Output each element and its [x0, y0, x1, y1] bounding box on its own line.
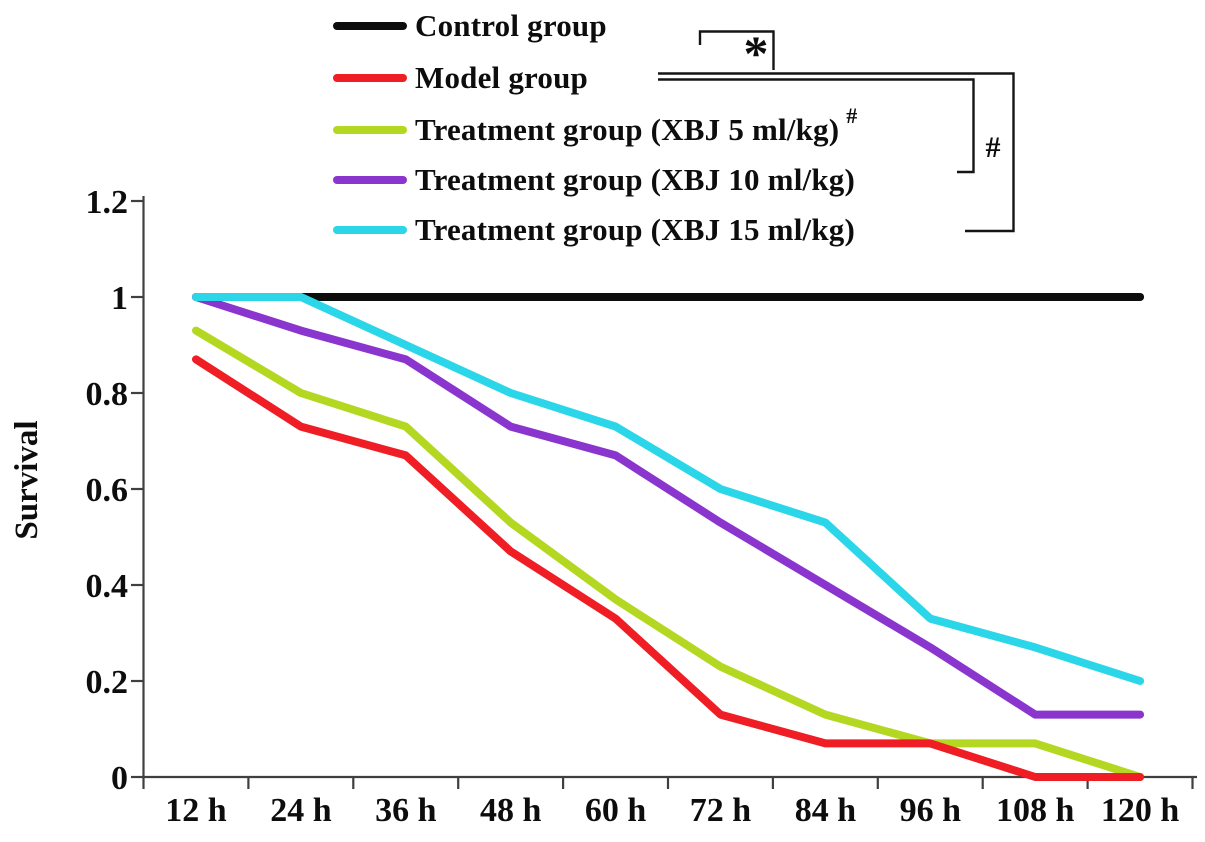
- y-tick-label: 0.6: [86, 472, 129, 509]
- series-line-model-group: [192, 355, 1145, 781]
- significance-star-label: *: [744, 25, 769, 81]
- significance-bracket-star: [698, 30, 775, 70]
- significance-superscript: #: [846, 103, 858, 128]
- y-tick-label: 0.2: [86, 664, 129, 701]
- x-tick-label: 24 h: [270, 792, 332, 829]
- x-tick-label: 84 h: [795, 792, 857, 829]
- legend-label: Control group: [415, 8, 607, 43]
- x-tick-label: 96 h: [900, 792, 962, 829]
- x-tick-label: 60 h: [585, 792, 647, 829]
- x-tick-label: 36 h: [375, 792, 437, 829]
- legend-item-model-group: Model group: [333, 56, 588, 100]
- x-tick-label: 72 h: [690, 792, 752, 829]
- legend-label: Model group: [415, 60, 589, 95]
- y-tick-label: 0.4: [86, 568, 129, 605]
- legend-item-treatment-xbj-5: Treatment group (XBJ 5 ml/kg) #: [333, 103, 857, 152]
- significance-hash-label: #: [986, 131, 1001, 164]
- x-tick-label: 48 h: [480, 792, 542, 829]
- legend-label: Treatment group (XBJ 5 ml/kg): [415, 112, 840, 147]
- legend-item-control-group: Control group: [333, 4, 607, 48]
- series-line-treatment-xbj-5: [192, 326, 1145, 781]
- significance-bracket-hash-inner: [658, 78, 975, 174]
- x-tick-label: 12 h: [165, 792, 227, 829]
- y-tick-label: 0.8: [86, 376, 129, 413]
- y-tick-label: 1: [111, 280, 128, 317]
- legend-label: Treatment group (XBJ 15 ml/kg): [415, 212, 855, 247]
- series-line-treatment-xbj-10: [192, 293, 1145, 719]
- legend-swatch-treatment-xbj-10: [333, 176, 407, 184]
- y-tick-label: 1.2: [86, 184, 129, 221]
- x-tick-label: 108 h: [996, 792, 1075, 829]
- legend-item-treatment-xbj-10: Treatment group (XBJ 10 ml/kg): [333, 158, 855, 202]
- legend-label: Treatment group (XBJ 10 ml/kg): [415, 162, 855, 197]
- x-tick-label: 120 h: [1101, 792, 1180, 829]
- legend-item-treatment-xbj-15: Treatment group (XBJ 15 ml/kg): [333, 208, 855, 252]
- y-axis-title: Survival: [9, 420, 45, 540]
- legend-swatch-model-group: [333, 74, 407, 82]
- legend-swatch-control-group: [333, 22, 407, 30]
- legend-swatch-treatment-xbj-15: [333, 226, 407, 234]
- series-line-treatment-xbj-15: [192, 293, 1145, 685]
- y-tick-label: 0: [111, 760, 128, 797]
- legend-swatch-treatment-xbj-5: [333, 126, 407, 134]
- significance-bracket-hash-outer: [658, 72, 1015, 233]
